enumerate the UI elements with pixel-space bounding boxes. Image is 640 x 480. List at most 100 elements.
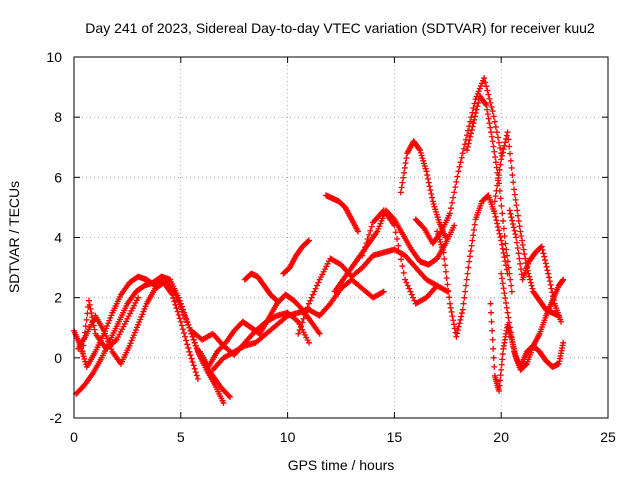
- data-point: [509, 339, 516, 346]
- data-point: [487, 99, 494, 106]
- data-point: [488, 318, 495, 325]
- data-point: [489, 327, 496, 334]
- data-point: [504, 252, 511, 259]
- data-point: [488, 129, 495, 136]
- data-point: [193, 372, 200, 379]
- data-point: [303, 308, 310, 315]
- data-point: [463, 276, 470, 283]
- data-point: [560, 339, 567, 346]
- data-point: [178, 303, 185, 310]
- data-point: [512, 196, 519, 203]
- data-point: [420, 224, 427, 231]
- data-point: [464, 143, 471, 150]
- data-point: [191, 339, 198, 346]
- data-point: [523, 264, 530, 271]
- data-point: [362, 244, 369, 251]
- data-point: [170, 295, 177, 302]
- data-point: [466, 137, 473, 144]
- data-point: [517, 266, 524, 273]
- data-point: [458, 313, 465, 320]
- data-point: [518, 232, 525, 239]
- data-point: [363, 240, 370, 247]
- data-point: [519, 242, 526, 249]
- data-point: [402, 160, 409, 167]
- data-point: [295, 330, 302, 337]
- data-point: [542, 260, 549, 267]
- data-point: [456, 163, 463, 170]
- data-point: [517, 260, 524, 267]
- data-point: [483, 102, 490, 109]
- data-point: [464, 147, 471, 154]
- data-point: [491, 148, 498, 155]
- data-point: [497, 372, 504, 379]
- data-point: [497, 145, 504, 152]
- y-tick-label: 6: [54, 169, 62, 185]
- data-point: [401, 164, 408, 171]
- data-point: [453, 178, 460, 185]
- data-point: [311, 288, 318, 295]
- data-point: [545, 270, 552, 277]
- data-point: [471, 221, 478, 228]
- data-point: [425, 179, 432, 186]
- data-point: [539, 246, 546, 253]
- data-point: [500, 285, 507, 292]
- data-point: [192, 369, 199, 376]
- data-point: [135, 294, 142, 301]
- data-point: [395, 242, 402, 249]
- data-point: [558, 318, 565, 325]
- data-point: [485, 115, 492, 122]
- data-point: [541, 257, 548, 264]
- data-point: [181, 309, 188, 316]
- data-point: [407, 288, 414, 295]
- data-point: [504, 309, 511, 316]
- data-point: [399, 179, 406, 186]
- y-tick-label: 8: [54, 109, 62, 125]
- data-point: [466, 253, 473, 260]
- data-point: [492, 213, 499, 220]
- data-point: [529, 285, 536, 292]
- data-point: [510, 343, 517, 350]
- data-point: [87, 305, 94, 312]
- data-point: [511, 227, 518, 234]
- data-point: [305, 238, 312, 245]
- y-tick-label: 4: [54, 230, 62, 246]
- data-point: [496, 166, 503, 173]
- data-point: [300, 315, 307, 322]
- data-point: [181, 330, 188, 337]
- data-point: [454, 330, 461, 337]
- x-tick-label: 25: [600, 429, 616, 445]
- data-point: [309, 291, 316, 298]
- series-track-i: [280, 237, 312, 277]
- data-point: [469, 123, 476, 130]
- data-point: [493, 187, 500, 194]
- data-point: [501, 142, 508, 149]
- data-point: [89, 314, 96, 321]
- data-point: [492, 193, 499, 200]
- data-point: [523, 260, 530, 267]
- data-point: [499, 245, 506, 252]
- data-point: [491, 363, 498, 370]
- data-point: [519, 237, 526, 244]
- data-point: [305, 300, 312, 307]
- data-point: [81, 336, 88, 343]
- data-point: [543, 263, 550, 270]
- data-point: [406, 285, 413, 292]
- data-point: [112, 337, 119, 344]
- data-point: [516, 255, 523, 262]
- data-point: [450, 194, 457, 201]
- data-point: [225, 392, 232, 399]
- data-point: [527, 276, 534, 283]
- data-point: [186, 324, 193, 331]
- data-point: [470, 232, 477, 239]
- data-point: [560, 276, 567, 283]
- data-point: [380, 288, 387, 295]
- data-point: [79, 348, 86, 355]
- data-point: [508, 214, 515, 221]
- data-point: [188, 355, 195, 362]
- data-point: [398, 184, 405, 191]
- data-point: [496, 139, 503, 146]
- data-point: [442, 234, 449, 241]
- data-point: [305, 339, 312, 346]
- data-point: [187, 352, 194, 359]
- data-point: [467, 248, 474, 255]
